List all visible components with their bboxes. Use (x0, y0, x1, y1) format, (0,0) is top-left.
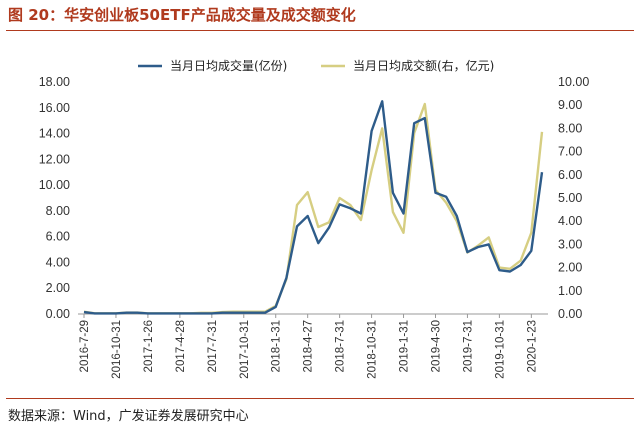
legend: 当月日均成交量(亿份) 当月日均成交额(右，亿元) (138, 58, 494, 73)
source-rule (6, 398, 634, 399)
legend-label-turnover: 当月日均成交额(右，亿元) (353, 58, 494, 73)
x-tick-label: 2018-1-31 (271, 320, 283, 372)
y-left-tick-label: 8.00 (46, 204, 70, 218)
title-rule (6, 30, 634, 31)
x-tick-label: 2017-4-28 (175, 320, 187, 372)
y-right-tick-label: 5.00 (558, 191, 582, 205)
y-left-tick-label: 14.00 (39, 127, 70, 141)
y-left-tick-label: 6.00 (46, 230, 70, 244)
y-right-tick-label: 7.00 (558, 145, 582, 159)
x-tick-label: 2019-4-30 (430, 320, 442, 372)
x-tick-label: 2018-10-31 (367, 320, 379, 379)
y-right-tick-label: 8.00 (558, 121, 582, 135)
y-left-tick-label: 12.00 (39, 152, 70, 166)
y-right-tick-label: 4.00 (558, 214, 582, 228)
legend-label-volume: 当月日均成交量(亿份) (170, 58, 287, 73)
series-line-volume (83, 100, 544, 315)
y-right-tick-label: 2.00 (558, 261, 582, 275)
y-right-tick-label: 9.00 (558, 98, 582, 112)
y-right-tick-label: 10.00 (558, 75, 589, 89)
y-left-tick-label: 10.00 (39, 178, 70, 192)
y-left-tick-label: 16.00 (39, 101, 70, 115)
x-tick-label: 2019-10-31 (494, 320, 506, 379)
y-left-tick-label: 2.00 (46, 281, 70, 295)
x-tick-label: 2018-4-27 (303, 320, 315, 372)
source-note: 数据来源：Wind，广发证券发展研究中心 (8, 409, 249, 424)
x-tick-label: 2017-7-31 (207, 320, 219, 372)
x-tick-label: 2019-1-31 (399, 320, 411, 372)
x-tick-label: 2019-7-31 (462, 320, 474, 372)
figure-title: 图 20：华安创业板50ETF产品成交量及成交额变化 (8, 6, 356, 24)
y-right-tick-label: 1.00 (558, 284, 582, 298)
y-left-tick-label: 0.00 (46, 307, 70, 321)
y-left-tick-label: 4.00 (46, 255, 70, 269)
y-right-tick-label: 0.00 (558, 307, 582, 321)
y-left-tick-label: 18.00 (39, 75, 70, 89)
x-tick-label: 2016-7-29 (79, 320, 91, 372)
axes: 0.00 2.00 4.00 6.00 8.00 10.00 12.00 14.00 16.00… (39, 75, 590, 379)
x-tick-label: 2020-1-23 (526, 320, 538, 372)
plot-area (83, 100, 544, 315)
x-tick-label: 2017-10-31 (239, 320, 251, 379)
x-tick-label: 2016-10-31 (111, 320, 123, 379)
y-right-tick-label: 3.00 (558, 237, 582, 251)
y-right-tick-label: 6.00 (558, 168, 582, 182)
series-line-turnover (83, 102, 544, 315)
x-tick-label: 2017-1-26 (143, 320, 155, 372)
x-tick-label: 2018-7-31 (335, 320, 347, 372)
